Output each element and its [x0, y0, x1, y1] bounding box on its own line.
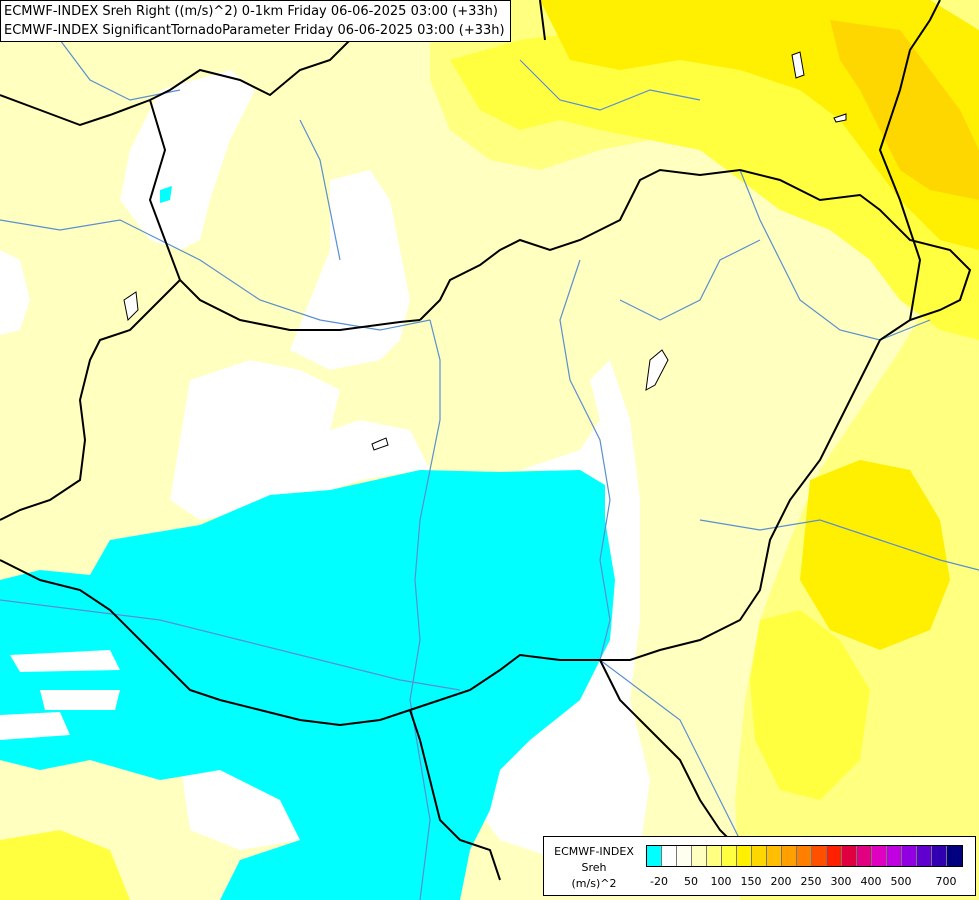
title-line-2: ECMWF-INDEX SignificantTornadoParameter … [4, 23, 505, 38]
legend-swatch [902, 846, 917, 866]
legend-swatch [827, 846, 842, 866]
legend-swatch [842, 846, 857, 866]
color-legend: ECMWF-INDEX Sreh (m/s)^2 -20 50 100 150 200 2… [543, 836, 976, 896]
legend-tick-label: 150 [740, 875, 762, 888]
legend-swatch [797, 846, 812, 866]
field-cyan-spot [160, 186, 172, 203]
legend-swatch [782, 846, 797, 866]
legend-swatch [677, 846, 692, 866]
borders [0, 0, 972, 881]
legend-tick-label: 300 [830, 875, 852, 888]
legend-tick-label: 200 [770, 875, 792, 888]
legend-swatch [647, 846, 662, 866]
legend-swatch [752, 846, 767, 866]
legend-swatch [737, 846, 752, 866]
legend-tick-label: 700 [935, 875, 957, 888]
field-cyan [0, 470, 615, 900]
field-white-hole-2 [0, 712, 70, 740]
legend-swatches [646, 845, 963, 867]
field-gold-se [800, 460, 950, 650]
title-line-1: ECMWF-INDEX Sreh Right ((m/s)^2) 0-1km F… [4, 4, 498, 19]
legend-swatch [722, 846, 737, 866]
legend-swatch [692, 846, 707, 866]
legend-swatch [662, 846, 677, 866]
legend-tick-label: 400 [860, 875, 882, 888]
legend-model: ECMWF-INDEX [554, 845, 634, 858]
field-white-hole-1 [40, 690, 120, 710]
lakes [123, 51, 847, 451]
field-gold-se2 [750, 610, 870, 800]
legend-tick-label: 50 [684, 875, 698, 888]
legend-swatch [887, 846, 902, 866]
legend-swatch [857, 846, 872, 866]
legend-swatch [707, 846, 722, 866]
legend-unit: (m/s)^2 [571, 877, 617, 890]
field-orange-ne [830, 20, 979, 200]
legend-swatch [767, 846, 782, 866]
field-white-west [0, 250, 30, 335]
field-gold-sw [0, 830, 130, 900]
legend-swatch [872, 846, 887, 866]
legend-swatch [947, 846, 962, 866]
legend-tick-label: 100 [710, 875, 732, 888]
legend-parameter: Sreh [581, 861, 607, 874]
field-white-hole-3 [10, 650, 120, 672]
legend-swatch [917, 846, 932, 866]
legend-tick-label: 250 [800, 875, 822, 888]
legend-tick-label: -20 [650, 875, 668, 888]
legend-swatch [812, 846, 827, 866]
legend-swatch [932, 846, 947, 866]
map-title-box: ECMWF-INDEX Sreh Right ((m/s)^2) 0-1km F… [0, 0, 511, 42]
legend-tick-label: 500 [890, 875, 912, 888]
